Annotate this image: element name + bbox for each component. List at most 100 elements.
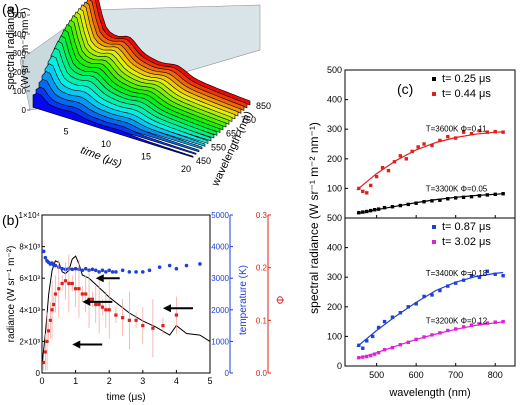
panel-b-x-title: time (μs) xyxy=(106,392,145,403)
b-phi-tick-label: 0.0 xyxy=(256,369,268,378)
b-temp-tick-label: 1000 xyxy=(211,337,229,346)
phi-point xyxy=(48,318,52,322)
phi-point xyxy=(77,287,81,291)
z-tick-label: 200 xyxy=(13,68,27,77)
arrow-head xyxy=(95,274,104,283)
phi-point xyxy=(104,308,108,312)
time-tick-label: 15 xyxy=(141,152,151,162)
phi-point xyxy=(50,308,54,312)
legend-label: t= 0.87 μs xyxy=(442,221,491,233)
phi-point xyxy=(151,326,155,330)
fit-line xyxy=(356,271,504,348)
panel-b-ticks: 0 1 2 3 4 5 0 2×10³ 4×10³ 6×10³ 8×10³ 1×10⁴ 0 1000 200… xyxy=(19,211,271,386)
temperature-point xyxy=(184,263,189,268)
c-y-tick-label: 300 xyxy=(327,272,342,282)
fit-annotation: T=3300K Φ=0.05 xyxy=(426,184,488,193)
phi-point xyxy=(80,292,84,296)
temperature-point xyxy=(43,255,48,260)
waterfall-slice xyxy=(32,92,194,158)
spectrum-point xyxy=(416,145,420,149)
spectrum-point xyxy=(446,284,450,288)
spectrum-point xyxy=(446,134,450,139)
c-y-tick-label: 500 xyxy=(327,213,342,223)
phi-point xyxy=(47,329,51,333)
spectrum-point xyxy=(398,154,403,158)
b-left-tick-label: 0 xyxy=(36,369,41,378)
b-x-tick-label: 2 xyxy=(107,376,112,386)
b-phi-tick-label: 0.3 xyxy=(256,211,268,220)
b-x-tick-label: 5 xyxy=(207,376,212,386)
panel-c-plot: T=3300K Φ=0.05 T=3600K Φ=0.11 T=3400K Φ=0.… xyxy=(356,124,505,360)
arrow-head xyxy=(162,304,171,313)
panel-b-phi-title: Φ xyxy=(275,295,287,304)
phi-point xyxy=(42,360,46,365)
temperature-point xyxy=(90,267,95,272)
temperature-point xyxy=(104,270,108,274)
temperature-point xyxy=(73,266,78,271)
spectrum-point xyxy=(477,128,482,133)
fit-annotation: T=3400K Φ=0.18 xyxy=(426,269,488,278)
spectrum-point xyxy=(386,168,391,173)
spectrum-point xyxy=(376,207,381,211)
spectrum-point xyxy=(370,334,375,339)
legend-marker xyxy=(432,92,436,96)
spectrum-point xyxy=(372,208,377,212)
b-left-tick-label: 1×10⁴ xyxy=(19,211,41,220)
spectrum-point xyxy=(361,189,365,194)
time-axis-ticks: 5 10 15 20 xyxy=(63,127,191,175)
b-temp-tick-label: 4000 xyxy=(211,243,229,252)
c-y-tick-label: 200 xyxy=(327,302,342,312)
spectrum-point xyxy=(368,353,373,358)
b-left-tick-label: 8×10³ xyxy=(19,243,40,252)
fit-annotation: T=3200K Φ=0.12 xyxy=(426,316,488,325)
panel-b: (b) 0 1 2 3 4 5 0 2×10³ 4×10³ 6×10³ 8×10³ 1×10⁴ 0 100… xyxy=(2,211,287,403)
spectrum-point xyxy=(430,199,434,203)
b-phi-tick-label: 0.1 xyxy=(256,316,268,325)
spectrum-point xyxy=(357,210,361,215)
phi-point xyxy=(90,297,94,301)
temperature-point xyxy=(157,265,162,269)
spectrum-point xyxy=(365,339,369,343)
z-tick-label: 300 xyxy=(13,49,27,58)
waterfall-slice xyxy=(41,71,203,150)
phi-point xyxy=(97,302,101,307)
spectrum-point xyxy=(438,288,442,293)
temperature-point xyxy=(53,263,58,268)
radiance-line xyxy=(41,255,211,366)
phi-point xyxy=(161,324,165,328)
spectrum-point xyxy=(422,200,426,204)
waterfall-slice xyxy=(38,78,200,153)
spectrum-point xyxy=(501,130,505,134)
spectrum-point xyxy=(469,131,474,136)
spectrum-point xyxy=(357,186,361,191)
spectrum-point xyxy=(406,340,410,345)
z-tick-label: 0 xyxy=(22,106,27,115)
temperature-point xyxy=(147,268,152,273)
spectrum-point xyxy=(485,269,490,273)
c-y-tick-label: 400 xyxy=(327,95,342,105)
spectrum-point xyxy=(438,331,442,335)
spectrum-point xyxy=(380,165,385,170)
spectrum-point xyxy=(376,325,381,330)
phi-point xyxy=(70,281,74,286)
panel-a-label: (a) xyxy=(2,1,19,17)
temperature-point xyxy=(110,270,115,274)
spectrum-point xyxy=(376,350,381,355)
spectrum-point xyxy=(372,352,377,356)
spectrum-point xyxy=(406,202,410,207)
b-x-tick-label: 4 xyxy=(174,376,179,386)
legend-marker xyxy=(432,240,436,244)
spectrum-point xyxy=(461,325,466,329)
b-temp-tick-label: 0 xyxy=(225,369,230,378)
spectrum-point xyxy=(406,305,410,309)
temperature-point xyxy=(80,268,85,273)
panel-c-label: (c) xyxy=(397,81,413,97)
spectrum-point xyxy=(469,274,474,278)
wavelength-tick-label: 550 xyxy=(211,142,226,152)
fit-annotation: T=3600K Φ=0.11 xyxy=(426,124,487,133)
phi-point xyxy=(127,318,131,322)
spectrum-point xyxy=(485,130,490,134)
spectrum-point xyxy=(368,208,373,213)
panel-c-ticks: 100 200 300 400 500 0 100 200 300 400 500 500 600 700… xyxy=(327,65,503,380)
spectrum-point xyxy=(493,272,497,276)
